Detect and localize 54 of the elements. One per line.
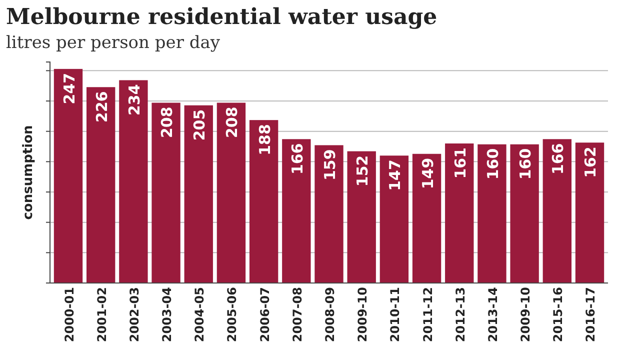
x-tick-label: 2009-10 [356,287,370,342]
data-label: 247 [60,72,78,104]
bar [282,139,311,283]
data-label: 205 [190,109,209,141]
data-label: 162 [582,146,600,178]
x-tick-label: 2012-13 [453,287,468,342]
x-tick-label: 2001-02 [94,287,109,342]
data-label: 160 [516,148,535,180]
data-label: 166 [549,143,568,174]
x-tick-label: 2011-12 [420,287,435,342]
bar [249,120,278,283]
data-label: 208 [223,106,242,138]
data-label: 149 [418,158,437,190]
bar [216,102,246,283]
data-label: 152 [354,155,372,187]
data-label: 159 [321,149,339,181]
chart-subtitle: litres per person per day [6,33,220,53]
x-tick-label: 2013-14 [486,287,500,342]
bar [412,154,442,283]
bar [575,142,604,283]
bar [54,68,83,283]
x-tick-label: 2016-17 [584,287,598,342]
bar [347,151,376,283]
data-label: 160 [484,148,502,180]
x-tick-label: 2004-05 [192,287,207,342]
x-tick-label: 2003-04 [160,287,174,342]
bar [119,80,148,283]
bar [314,145,344,283]
data-label: 147 [386,160,404,191]
bar [152,102,180,283]
x-tick-label: 2002-03 [127,287,142,342]
x-tick-label: 2006-07 [258,287,272,342]
bar [478,144,506,283]
chart-title: Melbourne residential water usage [6,4,438,30]
bar [380,156,409,283]
bar [86,87,116,283]
data-label: 188 [256,124,274,156]
x-tick-label: 2007-08 [290,287,304,342]
data-label: 166 [288,143,306,174]
x-tick-label: 2008-09 [323,287,337,342]
x-tick-label: 2015-16 [551,287,566,342]
data-label: 161 [451,147,470,179]
data-label: 226 [92,91,111,122]
x-tick-label: 2010-11 [388,287,402,342]
y-axis-title: consumption [21,125,36,220]
x-tick-label: 2000-01 [62,287,76,342]
bar [445,143,474,283]
bar [542,139,572,283]
x-tick-label: 2005-06 [225,287,240,342]
x-tick-label: 2009-10 [518,287,533,342]
bar [510,144,539,283]
bar [184,105,213,283]
data-label: 234 [125,84,144,116]
data-label: 208 [158,106,176,138]
